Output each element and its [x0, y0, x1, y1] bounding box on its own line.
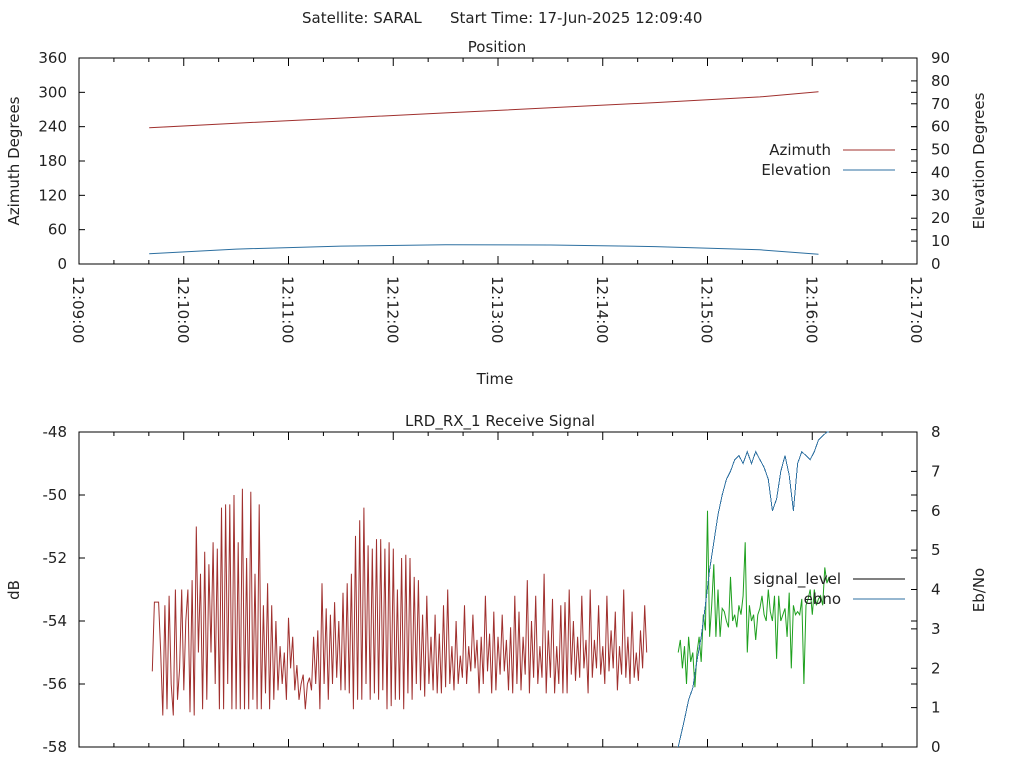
y2-tick-label: 70: [931, 95, 950, 113]
y-tick-label: -54: [43, 612, 68, 630]
y-tick-label: 240: [38, 118, 67, 136]
y2-tick-label: 6: [931, 502, 941, 520]
y2-tick-label: 1: [931, 699, 941, 717]
y2-tick-label: 7: [931, 462, 941, 480]
elevation-axis-label: Elevation Degrees: [970, 92, 988, 229]
y2-tick-label: 2: [931, 659, 941, 677]
y2-tick-label: 20: [931, 209, 950, 227]
y2-tick-label: 10: [931, 232, 950, 250]
satellite-label: Satellite: SARAL: [302, 9, 422, 27]
y-tick-label: 300: [38, 83, 67, 101]
legend-label: ebno: [804, 590, 841, 608]
x-tick-label: 12:14:00: [593, 276, 611, 343]
y-tick-label: 180: [38, 152, 67, 170]
y2-tick-label: 80: [931, 72, 950, 90]
x-tick-label: 12:16:00: [802, 276, 820, 343]
y-tick-label: 120: [38, 186, 67, 204]
x-tick-label: 12:09:00: [69, 276, 87, 343]
elevation-axis: 0 10 20 30 40 50 60 70 80 90: [911, 49, 950, 273]
x-tick-label: 12:13:00: [488, 276, 506, 343]
y2-tick-label: 4: [931, 581, 941, 599]
azimuth-axis-label: Azimuth Degrees: [5, 96, 23, 225]
y2-tick-label: 3: [931, 620, 941, 638]
position-chart-title: Position: [468, 38, 526, 56]
y-tick-label: 0: [57, 255, 67, 273]
y2-tick-label: 40: [931, 163, 950, 181]
azimuth-axis: 0 60 120 180 240 300 360: [38, 49, 917, 273]
receive-signal-chart-title: LRD_RX_1 Receive Signal: [405, 412, 595, 431]
y2-tick-label: 8: [931, 423, 941, 441]
start-time-label: Start Time: 17-Jun-2025 12:09:40: [450, 9, 702, 27]
legend-label: signal_level: [753, 570, 841, 589]
x-tick-label: 12:11:00: [279, 276, 297, 343]
receive-time-axis: [78, 432, 918, 747]
y-tick-label: -50: [43, 486, 68, 504]
position-series: [149, 91, 819, 255]
series-line-signal-level: [151, 488, 648, 716]
ebno-axis-label: Eb/No: [970, 568, 988, 612]
legend-label: Azimuth: [769, 141, 831, 159]
y2-tick-label: 60: [931, 118, 950, 136]
y-tick-label: 60: [48, 221, 67, 239]
series-line-signal-level-green: [677, 510, 830, 688]
legend-label: Elevation: [761, 161, 831, 179]
y2-tick-label: 50: [931, 141, 950, 159]
y2-tick-label: 0: [931, 255, 941, 273]
y2-tick-label: 30: [931, 186, 950, 204]
position-legend: Azimuth Elevation: [761, 141, 895, 179]
series-line-Elevation: [149, 244, 819, 255]
series-line-ebno: [677, 431, 829, 748]
x-tick-label: 12:10:00: [174, 276, 192, 343]
receive-signal-chart: LRD_RX_1 Receive Signal -58 -56 -54 -52 -50 -…: [5, 412, 988, 756]
time-axis-label: Time: [476, 370, 514, 388]
y2-tick-label: 5: [931, 541, 941, 559]
y-tick-label: -58: [43, 738, 68, 756]
x-tick-label: 12:12:00: [383, 276, 401, 343]
x-tick-label: 12:17:00: [907, 276, 925, 343]
y-tick-label: -52: [43, 549, 68, 567]
receive-signal-series: [151, 431, 830, 748]
y2-tick-label: 90: [931, 49, 950, 67]
x-tick-label: 12:15:00: [698, 276, 716, 343]
y-tick-label: 360: [38, 49, 67, 67]
y-tick-label: -56: [43, 675, 68, 693]
ebno-axis: 0 1 2 3 4 5 6 7 8: [911, 423, 941, 756]
time-axis: 12:09:00 12:10:00 12:11:00 12:12:00 12:13:00…: [69, 58, 925, 343]
db-axis-label: dB: [5, 580, 23, 600]
receive-signal-plot-frame: [78, 431, 918, 748]
series-line-Azimuth: [149, 91, 819, 129]
y-tick-label: -48: [43, 423, 68, 441]
position-chart: Position 0 60 120 180 240 300 360 0 10 20 30 40 50 6…: [5, 38, 988, 388]
y2-tick-label: 0: [931, 738, 941, 756]
